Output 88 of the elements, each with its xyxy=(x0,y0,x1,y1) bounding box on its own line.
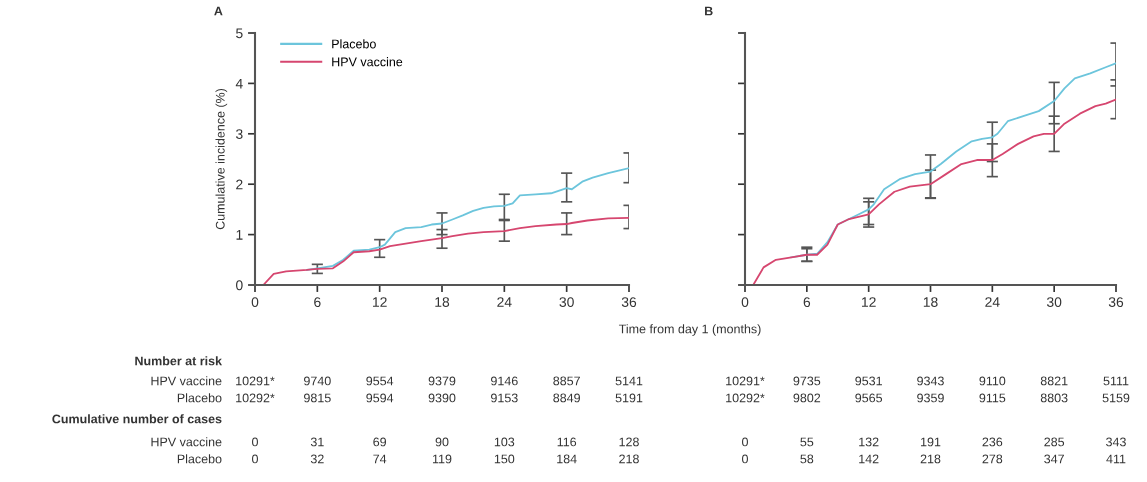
text: 9554 xyxy=(366,376,394,386)
y-tick-label: 0 xyxy=(236,280,243,291)
text: 90 xyxy=(435,437,449,447)
text: 8849 xyxy=(553,393,580,403)
legend-label: Placebo xyxy=(332,39,376,49)
x-tick-label: 0 xyxy=(741,297,749,308)
text: 128 xyxy=(619,437,639,447)
text: 9379 xyxy=(428,376,456,386)
text: 69 xyxy=(373,437,387,447)
legend-label: HPV vaccine xyxy=(332,57,403,67)
text: 236 xyxy=(982,437,1003,447)
text: 58 xyxy=(800,454,814,464)
text: 347 xyxy=(1044,454,1064,464)
text: 9110 xyxy=(979,376,1006,386)
text: 9740 xyxy=(304,376,331,386)
text: 9531 xyxy=(855,376,882,386)
y-tick-label: 2 xyxy=(236,179,243,190)
text: 9802 xyxy=(793,393,821,403)
chart-title: A xyxy=(214,6,223,16)
text: 55 xyxy=(800,437,814,447)
x-tick-label: 12 xyxy=(862,297,876,307)
text: Placebo xyxy=(177,454,222,464)
text: 9343 xyxy=(917,376,944,386)
y-tick-label: 3 xyxy=(236,129,243,139)
text: 0 xyxy=(742,437,748,447)
text: 411 xyxy=(1106,454,1126,464)
text: Cumulative number of cases xyxy=(52,414,222,424)
x-tick-label: 30 xyxy=(559,297,574,308)
text: 0 xyxy=(252,454,258,464)
text: 5191 xyxy=(615,393,643,403)
y-axis-title: Cumulative incidence (%) xyxy=(215,88,228,230)
y-tick-label: 1 xyxy=(236,230,243,240)
text: 103 xyxy=(494,437,515,447)
x-tick-label: 12 xyxy=(373,297,387,307)
text: 0 xyxy=(252,437,258,447)
text: 5159 xyxy=(1102,393,1130,403)
text: 184 xyxy=(557,454,577,464)
text: 0 xyxy=(742,454,748,464)
text: 10292* xyxy=(726,393,765,403)
text: 9359 xyxy=(917,393,944,403)
text: 191 xyxy=(921,437,941,447)
text: 10291* xyxy=(236,376,275,386)
text: 116 xyxy=(557,437,577,447)
x-tick-label: 36 xyxy=(1108,297,1124,308)
x-tick-label: 6 xyxy=(803,297,811,308)
text: 5111 xyxy=(1103,376,1129,386)
text: 218 xyxy=(920,454,941,464)
text: Number at risk xyxy=(135,356,223,366)
text: 5141 xyxy=(615,376,643,386)
x-axis-title: Time from day 1 (months) xyxy=(618,324,761,336)
text: 9594 xyxy=(366,393,394,403)
text: 9735 xyxy=(793,376,821,386)
text: 343 xyxy=(1106,437,1126,447)
text: 119 xyxy=(432,454,452,464)
text: 9153 xyxy=(491,393,518,403)
text: 285 xyxy=(1044,437,1065,447)
text: 9565 xyxy=(855,393,883,403)
text: 150 xyxy=(494,454,515,464)
x-tick-label: 24 xyxy=(497,297,512,307)
text: 142 xyxy=(859,454,879,464)
text: HPV vaccine xyxy=(151,376,222,386)
text: 278 xyxy=(982,454,1003,464)
x-tick-label: 0 xyxy=(251,297,259,308)
x-tick-label: 24 xyxy=(985,297,1000,307)
text: 9115 xyxy=(979,393,1006,403)
text: 8803 xyxy=(1040,393,1068,403)
text: 8857 xyxy=(553,376,580,386)
text: 9390 xyxy=(428,393,456,403)
text: 74 xyxy=(373,454,387,464)
x-tick-label: 6 xyxy=(314,297,321,308)
text: HPV vaccine xyxy=(151,437,222,447)
text: 9815 xyxy=(304,393,331,403)
x-tick-label: 18 xyxy=(435,297,450,308)
text: 132 xyxy=(859,437,879,447)
y-tick-label: 5 xyxy=(236,28,243,39)
text: 31 xyxy=(310,437,324,447)
y-tick-label: 4 xyxy=(235,78,243,89)
x-tick-label: 36 xyxy=(621,297,637,308)
x-tick-label: 30 xyxy=(1046,297,1062,308)
text: Placebo xyxy=(177,393,222,403)
text: 9146 xyxy=(491,376,518,386)
text: 32 xyxy=(310,454,324,464)
chart-title: B xyxy=(705,6,713,16)
text: 218 xyxy=(619,454,639,464)
text: 10291* xyxy=(726,376,765,386)
text: 10292* xyxy=(236,393,275,403)
text: 8821 xyxy=(1040,376,1068,386)
x-tick-label: 18 xyxy=(923,297,938,308)
